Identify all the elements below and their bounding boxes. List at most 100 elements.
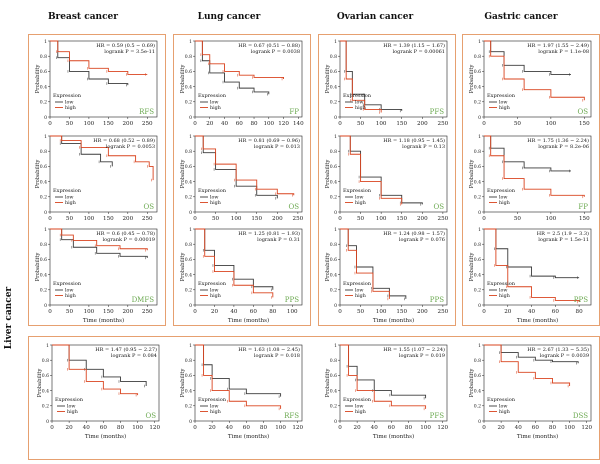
y-tick-label: 0.2 (474, 288, 481, 294)
plot-area (49, 40, 158, 118)
y-tick-label: 0.4 (330, 272, 337, 278)
x-tick-label: 50 (66, 216, 74, 222)
y-tick-label: 0.4 (474, 388, 481, 394)
km-curve-high (50, 135, 154, 181)
y-axis-label: Probability (325, 253, 331, 282)
y-tick-label: 1 (478, 134, 481, 140)
x-tick-label: 80 (576, 309, 584, 315)
x-tick-label: 50 (66, 309, 74, 315)
y-tick-label: 0.8 (40, 149, 47, 155)
y-tick-label: 0.8 (40, 54, 47, 60)
x-tick-label: 80 (269, 309, 277, 315)
km-svg: 0 0.2 0.4 0.6 0.8 1 0 50 100 150 200 250 Probability… (35, 227, 158, 324)
x-tick-label: 120 (581, 425, 592, 431)
x-tick-label: 100 (376, 121, 387, 127)
logrank-p-label: logrank P = 0.0053 (106, 144, 155, 150)
y-axis-label: Probability (469, 160, 475, 189)
endpoint-label: RFS (284, 412, 299, 420)
endpoint-label: OS (145, 412, 156, 420)
y-tick-label: 1 (478, 227, 481, 233)
hazard-ratio-label: HR = 2.67 (1.33 − 5.35) (527, 346, 589, 353)
y-tick-label: 0.2 (474, 195, 481, 201)
y-tick-label: 0.6 (474, 164, 481, 170)
endpoint-label: RFS (139, 108, 154, 116)
logrank-p-label: logrank P = 0.31 (257, 237, 300, 243)
logrank-p-label: logrank P = 0.076 (399, 237, 445, 243)
km-svg: 0 0.2 0.4 0.6 0.8 1 0 50 100 150 200 250 Probability… (325, 39, 449, 127)
x-tick-label: 0 (338, 425, 342, 431)
hazard-ratio-label: HR = 0.59 (0.5 − 0.69) (96, 42, 155, 49)
x-tick-label: 100 (546, 121, 557, 127)
km-curve-high (50, 228, 148, 251)
legend-label-low: low (499, 404, 508, 410)
legend-title: Expression (53, 188, 82, 194)
legend-label-high: high (355, 200, 366, 206)
x-tick-label: 20 (211, 309, 219, 315)
km-curve-high (195, 40, 285, 79)
logrank-p-label: logrank P = 1.1e-08 (538, 49, 589, 55)
endpoint-label: DMFS (132, 296, 155, 304)
y-tick-label: 0.2 (474, 100, 481, 106)
km-plot-lung-fp: 0 0.2 0.4 0.6 0.8 1 0 20 40 60 80 100 120 140 Probabil… (179, 38, 305, 136)
x-tick-label: 150 (251, 216, 262, 222)
km-curve-low (195, 40, 270, 95)
x-tick-label: 20 (66, 425, 74, 431)
legend-label-high: high (67, 409, 78, 415)
km-curve-high (484, 135, 585, 197)
y-tick-label: 0.6 (185, 257, 192, 263)
y-tick-label: 0 (189, 419, 192, 425)
x-tick-label: 150 (396, 309, 407, 315)
legend-label-high: high (65, 200, 76, 206)
x-tick-label: 60 (250, 309, 258, 315)
endpoint-label: PPS (574, 296, 588, 304)
y-tick-label: 0 (334, 419, 337, 425)
y-tick-label: 0.6 (330, 69, 337, 75)
legend-label-low: low (499, 195, 508, 201)
y-axis-label: Probability (35, 160, 41, 189)
hazard-ratio-label: HR = 0.67 (0.51 − 0.88) (238, 42, 300, 49)
x-tick-label: 120 (149, 425, 160, 431)
legend-title: Expression (53, 93, 82, 99)
legend-label-high: high (355, 409, 366, 415)
x-tick-label: 200 (122, 309, 133, 315)
x-tick-label: 250 (438, 121, 449, 127)
x-axis-label: Time (months) (83, 317, 124, 324)
km-curve-high (340, 135, 403, 205)
x-tick-label: 140 (293, 121, 304, 127)
y-tick-label: 0.8 (474, 242, 481, 248)
y-tick-label: 1 (44, 39, 47, 45)
km-plot-gastric-fp: 0 0.2 0.4 0.6 0.8 1 0 50 100 150 Probability HR = 1… (468, 133, 594, 231)
y-tick-label: 0 (334, 303, 337, 309)
legend-label-high: high (355, 293, 366, 299)
km-svg: 0 0.2 0.4 0.6 0.8 1 0 50 100 150 200 250 Probability… (35, 134, 158, 222)
logrank-p-label: logrank P = 3.5e-11 (104, 49, 155, 55)
y-tick-label: 0 (334, 115, 337, 121)
km-svg: 0 0.2 0.4 0.6 0.8 1 0 50 100 150 200 250 Probability… (325, 227, 449, 324)
x-tick-label: 60 (532, 425, 540, 431)
y-tick-label: 1 (44, 227, 47, 233)
x-tick-label: 100 (132, 425, 143, 431)
y-tick-label: 0.6 (330, 164, 337, 170)
hazard-ratio-label: HR = 1.18 (0.95 − 1.45) (383, 137, 445, 144)
x-tick-label: 100 (84, 216, 95, 222)
logrank-p-label: logrank P = 0.0039 (540, 353, 589, 359)
y-tick-label: 0 (46, 419, 49, 425)
y-tick-label: 0.4 (185, 179, 192, 185)
x-tick-label: 80 (117, 425, 125, 431)
legend-label-high: high (210, 200, 221, 206)
km-svg: 0 0.2 0.4 0.6 0.8 1 0 20 40 60 80 100 120 140 Probabil… (180, 39, 304, 127)
km-curve-high (195, 344, 282, 409)
x-tick-label: 50 (514, 216, 522, 222)
endpoint-label: FP (289, 108, 299, 116)
y-tick-label: 0.8 (474, 54, 481, 60)
hazard-ratio-label: HR = 1.47 (0.95 − 2.27) (95, 346, 157, 353)
y-tick-label: 0 (189, 115, 192, 121)
x-tick-label: 250 (142, 216, 153, 222)
column-title-lung: Lung cancer (197, 12, 261, 22)
x-tick-label: 100 (231, 216, 242, 222)
legend-label-high: high (499, 105, 510, 111)
column-title-ovarian: Ovarian cancer (336, 12, 414, 22)
x-tick-label: 20 (206, 121, 214, 127)
x-axis-label: Time (months) (373, 317, 414, 324)
x-tick-label: 250 (142, 309, 153, 315)
